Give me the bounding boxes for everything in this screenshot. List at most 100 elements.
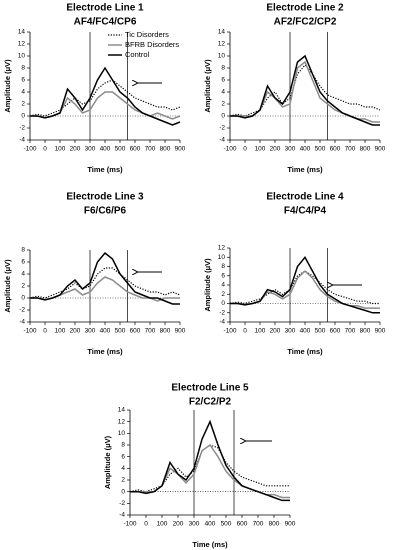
y-tick-label: 10 <box>118 430 126 437</box>
y-tick-label: -2 <box>119 500 125 507</box>
x-axis-label: Time (ms) <box>192 540 228 549</box>
chart-title: Electrode Line 3 <box>66 192 144 203</box>
y-tick-label: 12 <box>18 41 26 48</box>
y-tick-label: 14 <box>18 29 26 36</box>
x-tick-label: 700 <box>253 521 264 528</box>
x-tick-label: 300 <box>285 146 296 153</box>
series-line <box>30 91 181 120</box>
series-line <box>29 79 181 117</box>
x-tick-label: 100 <box>55 146 66 153</box>
y-tick-label: 2 <box>21 283 25 290</box>
x-tick-label: 500 <box>221 521 232 528</box>
y-tick-label: 14 <box>218 29 226 36</box>
x-tick-label: 300 <box>285 328 296 335</box>
x-tick-label: 900 <box>375 328 386 335</box>
x-tick-label: 700 <box>145 328 156 335</box>
y-tick-label: -4 <box>19 137 25 144</box>
x-axis-label: Time (ms) <box>87 347 123 356</box>
x-tick-label: 700 <box>345 146 356 153</box>
y-tick-label: 10 <box>18 53 26 60</box>
x-tick-label: -100 <box>23 328 36 335</box>
chart-title: Electrode Line 4 <box>266 192 344 203</box>
x-tick-label: 400 <box>300 328 311 335</box>
x-tick-label: 200 <box>270 146 281 153</box>
series-line <box>230 54 380 126</box>
y-tick-label: 8 <box>121 442 125 449</box>
y-tick-label: -2 <box>219 125 225 132</box>
x-tick-label: 600 <box>330 146 341 153</box>
x-tick-label: 100 <box>255 146 266 153</box>
y-tick-label: 2 <box>121 477 125 484</box>
y-tick-label: 12 <box>118 418 126 425</box>
y-axis-label: Amplitude (μV) <box>3 59 12 113</box>
x-axis-label: Time (ms) <box>87 165 123 174</box>
y-tick-label: 10 <box>218 254 226 261</box>
x-tick-label: 600 <box>130 146 141 153</box>
y-tick-label: -4 <box>119 512 125 519</box>
x-tick-label: 800 <box>160 328 171 335</box>
series-line <box>230 60 380 123</box>
y-tick-label: -4 <box>219 137 225 144</box>
series-line <box>130 419 290 502</box>
x-tick-label: 500 <box>315 328 326 335</box>
y-tick-label: 0 <box>221 113 225 120</box>
y-tick-label: 8 <box>221 65 225 72</box>
legend-label: Tic Disorders <box>125 30 169 39</box>
x-tick-label: 600 <box>237 521 248 528</box>
y-tick-label: 14 <box>118 407 126 414</box>
x-tick-label: 300 <box>85 146 96 153</box>
y-tick-label: 4 <box>121 465 125 472</box>
y-tick-label: 12 <box>218 245 226 252</box>
series-line <box>129 444 290 493</box>
x-tick-label: 100 <box>157 521 168 528</box>
x-tick-label: 900 <box>175 328 186 335</box>
x-tick-label: 800 <box>160 146 171 153</box>
chart-subtitle: F2/C2/P2 <box>189 397 232 408</box>
x-tick-label: 200 <box>70 146 81 153</box>
y-tick-label: 2 <box>221 291 225 298</box>
chart-subtitle: AF2/FC2/CP2 <box>274 17 337 28</box>
x-tick-label: 400 <box>100 328 111 335</box>
y-tick-label: 8 <box>221 263 225 270</box>
y-tick-label: -4 <box>219 319 225 326</box>
x-axis-label: Time (ms) <box>287 347 323 356</box>
y-tick-label: 6 <box>221 77 225 84</box>
x-tick-label: 0 <box>243 328 247 335</box>
chart-title: Electrode Line 2 <box>266 3 344 14</box>
y-tick-label: 0 <box>121 488 125 495</box>
x-tick-label: 400 <box>300 146 311 153</box>
y-tick-label: 4 <box>21 271 25 278</box>
y-tick-label: -4 <box>19 319 25 326</box>
y-tick-label: 10 <box>218 53 226 60</box>
y-tick-label: 0 <box>21 113 25 120</box>
x-tick-label: 900 <box>285 521 296 528</box>
series-line <box>229 64 381 117</box>
x-tick-label: 0 <box>43 146 47 153</box>
y-tick-label: 2 <box>21 101 25 108</box>
x-tick-label: 600 <box>130 328 141 335</box>
y-axis-label: Amplitude (μV) <box>3 259 12 313</box>
y-axis-label: Amplitude (μV) <box>203 59 212 113</box>
x-tick-label: 800 <box>360 328 371 335</box>
x-tick-label: -100 <box>223 146 236 153</box>
x-tick-label: 800 <box>360 146 371 153</box>
y-tick-label: -2 <box>19 125 25 132</box>
series-line <box>130 443 290 499</box>
y-tick-label: 8 <box>21 247 25 254</box>
y-tick-label: 0 <box>21 295 25 302</box>
y-tick-label: 4 <box>21 89 25 96</box>
x-tick-label: 500 <box>315 146 326 153</box>
x-tick-label: 500 <box>115 146 126 153</box>
legend-label: BFRB Disorders <box>125 40 179 49</box>
x-tick-label: 200 <box>173 521 184 528</box>
x-tick-label: 200 <box>270 328 281 335</box>
y-axis-label: Amplitude (μV) <box>203 258 212 312</box>
x-tick-label: 900 <box>175 146 186 153</box>
y-tick-label: 6 <box>221 272 225 279</box>
y-tick-label: 6 <box>21 259 25 266</box>
chart-subtitle: F6/C6/P6 <box>84 206 127 217</box>
x-tick-label: 800 <box>269 521 280 528</box>
y-tick-label: -2 <box>19 307 25 314</box>
x-tick-label: 300 <box>85 328 96 335</box>
